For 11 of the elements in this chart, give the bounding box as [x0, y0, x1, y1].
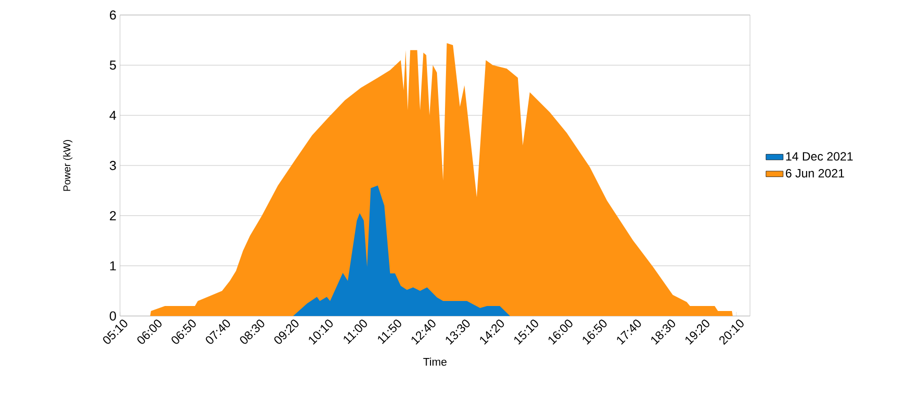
y-tick-label: 3 — [110, 160, 116, 170]
y-axis-title: Power (kW) — [63, 140, 72, 191]
y-tick-label: 6 — [110, 10, 116, 20]
y-tick-label: 5 — [110, 60, 116, 70]
x-axis-title: Time — [423, 358, 447, 366]
y-tick-label: 2 — [110, 211, 116, 220]
y-tick-label: 1 — [110, 261, 116, 270]
legend-label: 6 Jun 2021 — [786, 168, 844, 178]
y-tick-label: 4 — [110, 110, 116, 120]
legend-label: 14 Dec 2021 — [786, 152, 853, 161]
y-tick-label: 0 — [110, 311, 116, 321]
